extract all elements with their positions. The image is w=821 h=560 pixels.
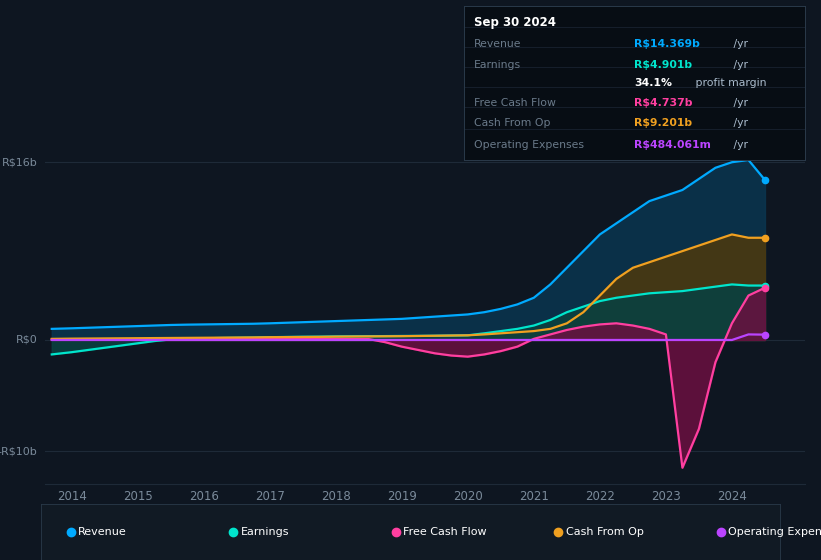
Text: /yr: /yr xyxy=(730,59,748,69)
Text: Operating Expenses: Operating Expenses xyxy=(474,139,584,150)
Text: R$14.369b: R$14.369b xyxy=(635,39,700,49)
Text: /yr: /yr xyxy=(730,139,748,150)
Text: Revenue: Revenue xyxy=(474,39,521,49)
Text: Earnings: Earnings xyxy=(474,59,521,69)
Text: R$16b: R$16b xyxy=(2,157,38,167)
Text: Earnings: Earnings xyxy=(241,527,289,537)
Text: /yr: /yr xyxy=(730,118,748,128)
Text: -R$10b: -R$10b xyxy=(0,446,38,456)
Text: profit margin: profit margin xyxy=(692,78,767,88)
Text: Sep 30 2024: Sep 30 2024 xyxy=(474,16,556,29)
Text: R$4.901b: R$4.901b xyxy=(635,59,692,69)
Text: R$9.201b: R$9.201b xyxy=(635,118,692,128)
Text: Operating Expenses: Operating Expenses xyxy=(728,527,821,537)
Text: Cash From Op: Cash From Op xyxy=(474,118,551,128)
Text: R$0: R$0 xyxy=(16,335,38,345)
Text: /yr: /yr xyxy=(730,98,748,108)
Text: Revenue: Revenue xyxy=(78,527,126,537)
Text: Cash From Op: Cash From Op xyxy=(566,527,644,537)
Text: /yr: /yr xyxy=(730,39,748,49)
Text: 34.1%: 34.1% xyxy=(635,78,672,88)
Text: R$4.737b: R$4.737b xyxy=(635,98,693,108)
Text: Free Cash Flow: Free Cash Flow xyxy=(474,98,556,108)
Text: R$484.061m: R$484.061m xyxy=(635,139,711,150)
Text: Free Cash Flow: Free Cash Flow xyxy=(403,527,487,537)
